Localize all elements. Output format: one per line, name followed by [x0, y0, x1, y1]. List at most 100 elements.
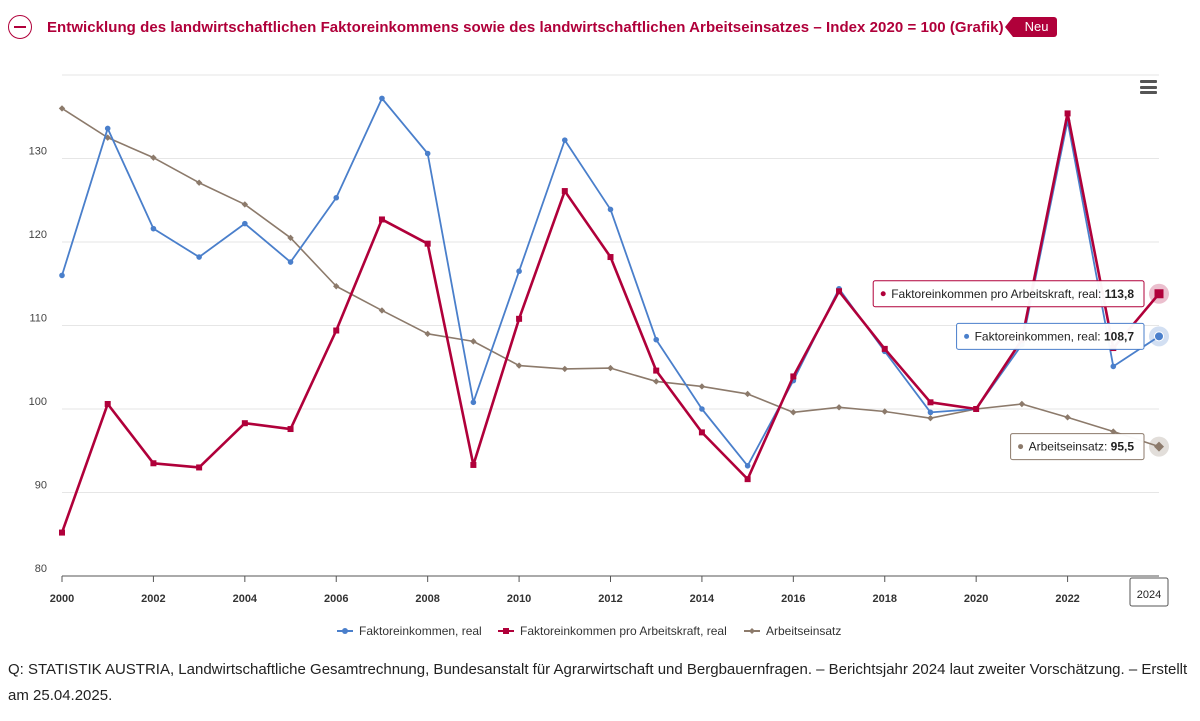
data-point[interactable] — [561, 188, 568, 195]
data-point[interactable] — [744, 462, 751, 469]
data-point[interactable] — [58, 105, 66, 112]
data-point[interactable] — [424, 330, 431, 338]
chart-title: Entwicklung des landwirtschaftlichen Fak… — [47, 18, 1004, 36]
data-point[interactable] — [470, 338, 477, 345]
data-point[interactable] — [1064, 414, 1071, 421]
grid — [62, 74, 1159, 493]
tooltip-box — [956, 322, 1145, 350]
data-point[interactable] — [59, 272, 65, 279]
x-tick-label: 2002 — [141, 593, 165, 605]
data-point[interactable] — [241, 420, 248, 427]
data-point[interactable] — [287, 259, 294, 265]
x-tick-label: 2010 — [507, 593, 531, 605]
y-tick-label: 100 — [29, 396, 47, 408]
data-point[interactable] — [379, 95, 385, 102]
data-point[interactable] — [881, 345, 888, 352]
data-point[interactable] — [516, 315, 523, 322]
data-point[interactable] — [653, 367, 660, 374]
data-point[interactable] — [698, 383, 706, 390]
data-point[interactable] — [195, 179, 203, 186]
data-point[interactable] — [607, 206, 614, 213]
tooltip-marker — [964, 333, 970, 339]
hover-x-box — [1129, 577, 1169, 607]
data-point[interactable] — [927, 399, 934, 406]
data-point[interactable] — [150, 225, 157, 232]
data-point[interactable] — [241, 201, 249, 208]
source-note: Q: STATISTIK AUSTRIA, Landwirtschaftlich… — [8, 661, 1188, 704]
legend-item[interactable]: Faktoreinkommen pro Arbeitskraft, real — [498, 624, 727, 638]
data-point[interactable] — [470, 461, 477, 468]
data-point[interactable] — [973, 406, 980, 412]
new-badge: Neu — [1004, 17, 1058, 37]
data-point[interactable] — [424, 150, 431, 157]
series-2 — [58, 105, 1163, 450]
data-point[interactable] — [1064, 110, 1071, 117]
data-point[interactable] — [150, 154, 157, 161]
tooltip-value: 95,5 — [1111, 440, 1135, 454]
data-point[interactable] — [104, 125, 111, 132]
data-point[interactable] — [59, 529, 65, 536]
data-point[interactable] — [881, 408, 888, 415]
data-point[interactable] — [242, 220, 248, 227]
legend-label: Arbeitseinsatz — [766, 624, 841, 638]
minus-circle-icon[interactable] — [8, 15, 32, 39]
tooltip-text: Faktoreinkommen pro Arbeitskraft, real: … — [891, 287, 1134, 301]
x-tick-label: 2006 — [324, 593, 348, 605]
tooltip-label: Arbeitseinsatz: — [1029, 440, 1111, 454]
data-point[interactable] — [333, 283, 340, 290]
data-point[interactable] — [744, 390, 751, 398]
tooltip-marker — [880, 291, 886, 297]
data-point[interactable] — [287, 426, 294, 433]
tooltip-box — [1010, 433, 1145, 461]
data-point[interactable] — [835, 404, 843, 411]
data-point[interactable] — [790, 409, 797, 416]
legend-marker — [749, 628, 755, 634]
y-tick-label: 80 — [35, 563, 47, 575]
data-point[interactable] — [607, 254, 614, 261]
y-tick-label: 90 — [35, 480, 47, 492]
data-point[interactable] — [196, 254, 202, 260]
data-point[interactable] — [1018, 400, 1026, 408]
y-tick-label: 120 — [29, 229, 47, 241]
data-point[interactable] — [698, 429, 705, 436]
data-point[interactable] — [836, 288, 843, 295]
y-tick-label: 110 — [29, 313, 47, 325]
legend-label: Faktoreinkommen, real — [359, 624, 482, 638]
series-line — [61, 107, 1160, 448]
data-point[interactable] — [333, 194, 340, 201]
data-point[interactable] — [790, 373, 797, 380]
hover-point — [1154, 289, 1164, 299]
data-point[interactable] — [378, 216, 385, 223]
data-point[interactable] — [607, 364, 614, 372]
data-point[interactable] — [378, 307, 386, 314]
data-point[interactable] — [470, 399, 477, 406]
hover-point — [1154, 441, 1164, 452]
data-point[interactable] — [699, 406, 705, 412]
data-point[interactable] — [927, 414, 934, 422]
data-point[interactable] — [744, 476, 751, 483]
data-point[interactable] — [1110, 363, 1117, 370]
hamburger-menu-icon[interactable] — [1140, 80, 1157, 94]
tooltip-value: 113,8 — [1105, 287, 1135, 301]
legend-item[interactable]: Faktoreinkommen, real — [337, 624, 482, 638]
data-point[interactable] — [150, 460, 157, 467]
data-point[interactable] — [653, 336, 660, 343]
data-point[interactable] — [424, 240, 431, 247]
data-point[interactable] — [287, 234, 294, 242]
data-point[interactable] — [104, 400, 111, 407]
tooltip: Arbeitseinsatz: 95,5 — [1010, 433, 1145, 461]
data-point[interactable] — [515, 362, 523, 369]
line-chart: 80 90 100 110 120 130 2000 2002 2004 2006 2008 2010… — [29, 74, 1169, 638]
data-point[interactable] — [561, 365, 568, 373]
data-point[interactable] — [196, 464, 203, 471]
data-point[interactable] — [653, 378, 660, 385]
data-point[interactable] — [927, 409, 934, 416]
chart-header: Entwicklung des landwirtschaftlichen Fak… — [8, 12, 1058, 42]
data-point[interactable] — [561, 137, 568, 143]
tooltip-marker — [1018, 444, 1024, 450]
data-point[interactable] — [333, 327, 340, 334]
legend-marker — [503, 628, 509, 634]
data-point[interactable] — [516, 268, 522, 275]
legend-item[interactable]: Arbeitseinsatz — [744, 624, 841, 638]
tooltip: Faktoreinkommen pro Arbeitskraft, real: … — [872, 280, 1145, 308]
